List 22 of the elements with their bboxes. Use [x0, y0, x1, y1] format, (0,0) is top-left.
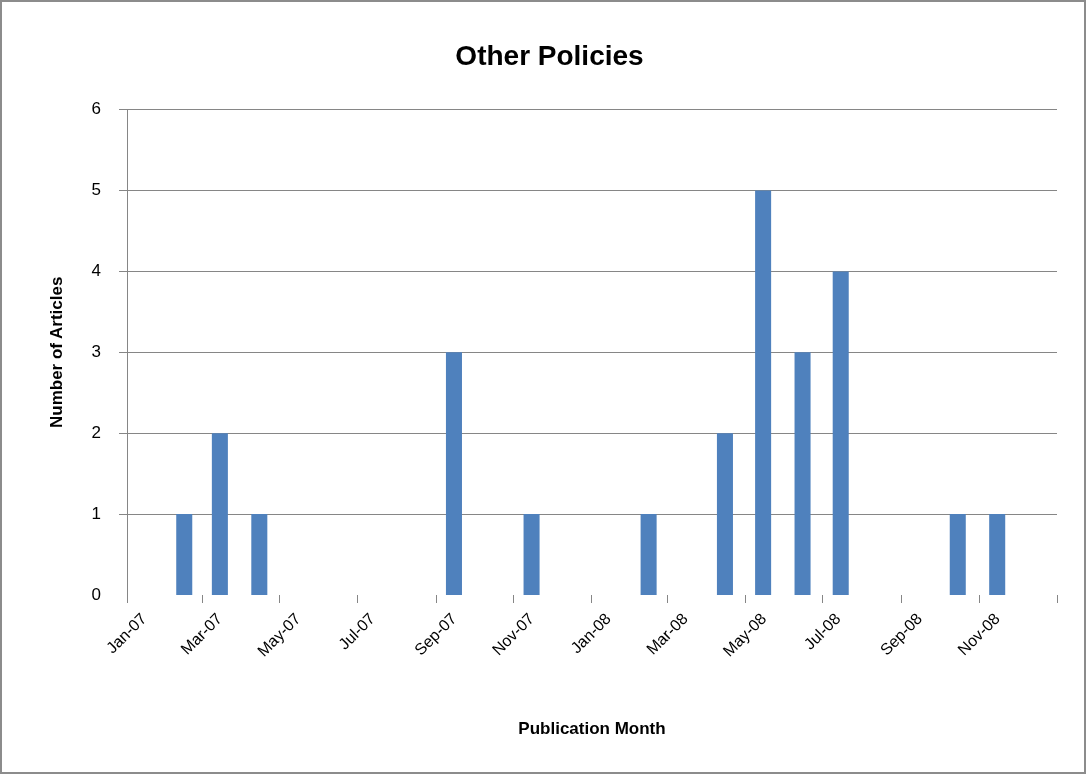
bar — [716, 433, 733, 595]
bar — [211, 433, 228, 595]
y-tick-label: 6 — [91, 99, 101, 119]
y-tick-label: 1 — [91, 503, 101, 523]
bar — [989, 514, 1006, 595]
y-tick-label: 0 — [91, 584, 101, 604]
y-tick-label: 2 — [91, 422, 101, 442]
y-tick-label: 4 — [91, 261, 101, 281]
y-axis-title: Number of Articles — [46, 276, 66, 429]
bar — [949, 514, 966, 595]
bar — [755, 190, 772, 595]
bar — [640, 514, 657, 595]
bar — [794, 352, 811, 595]
bar — [445, 352, 462, 595]
bar — [523, 514, 540, 595]
bar — [832, 271, 849, 595]
bar — [251, 514, 268, 595]
y-tick-label: 3 — [91, 341, 101, 361]
x-axis-title: Publication Month — [518, 719, 666, 739]
y-tick-label: 5 — [91, 180, 101, 200]
bar — [176, 514, 193, 595]
chart-title: Other Policies — [455, 39, 644, 71]
